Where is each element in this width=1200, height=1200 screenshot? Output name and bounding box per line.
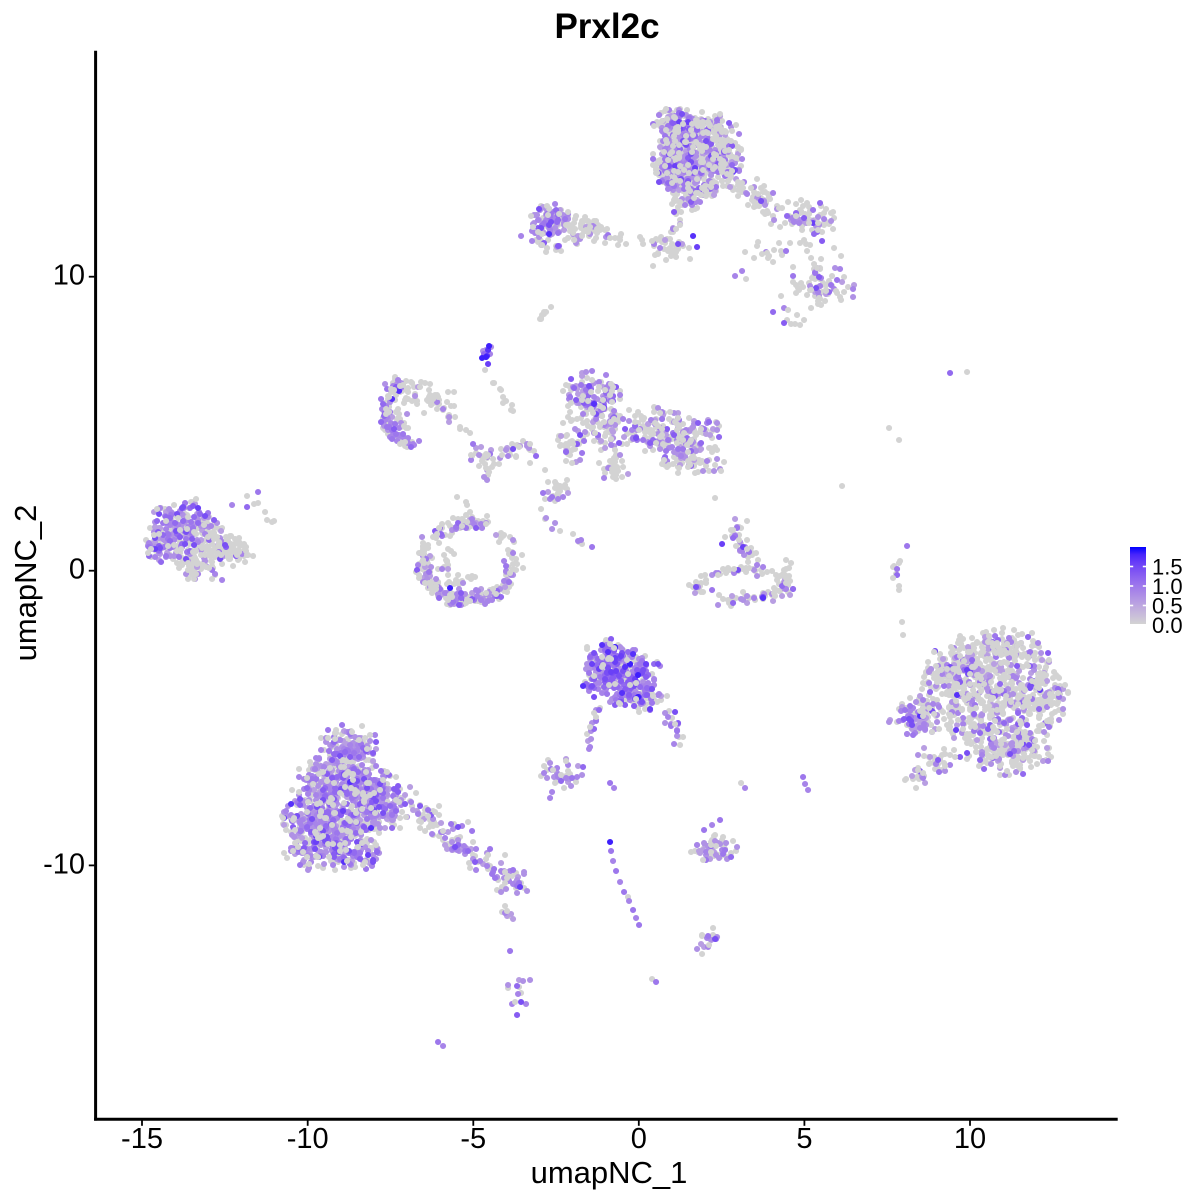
svg-text:0.0: 0.0 (1152, 613, 1183, 638)
svg-text:umapNC_2: umapNC_2 (8, 505, 43, 662)
svg-text:0: 0 (69, 554, 85, 586)
svg-text:10: 10 (53, 260, 85, 292)
svg-text:-10: -10 (43, 848, 85, 880)
svg-text:umapNC_1: umapNC_1 (531, 1155, 688, 1190)
svg-text:5: 5 (796, 1123, 812, 1155)
svg-text:0: 0 (631, 1123, 647, 1155)
svg-text:1.0: 1.0 (1152, 574, 1183, 599)
svg-text:1.5: 1.5 (1152, 555, 1183, 580)
svg-text:-10: -10 (287, 1123, 329, 1155)
svg-text:-15: -15 (121, 1123, 163, 1155)
svg-text:0.5: 0.5 (1152, 594, 1183, 619)
svg-text:-5: -5 (460, 1123, 486, 1155)
svg-text:Prxl2c: Prxl2c (554, 7, 659, 46)
svg-text:10: 10 (954, 1123, 986, 1155)
